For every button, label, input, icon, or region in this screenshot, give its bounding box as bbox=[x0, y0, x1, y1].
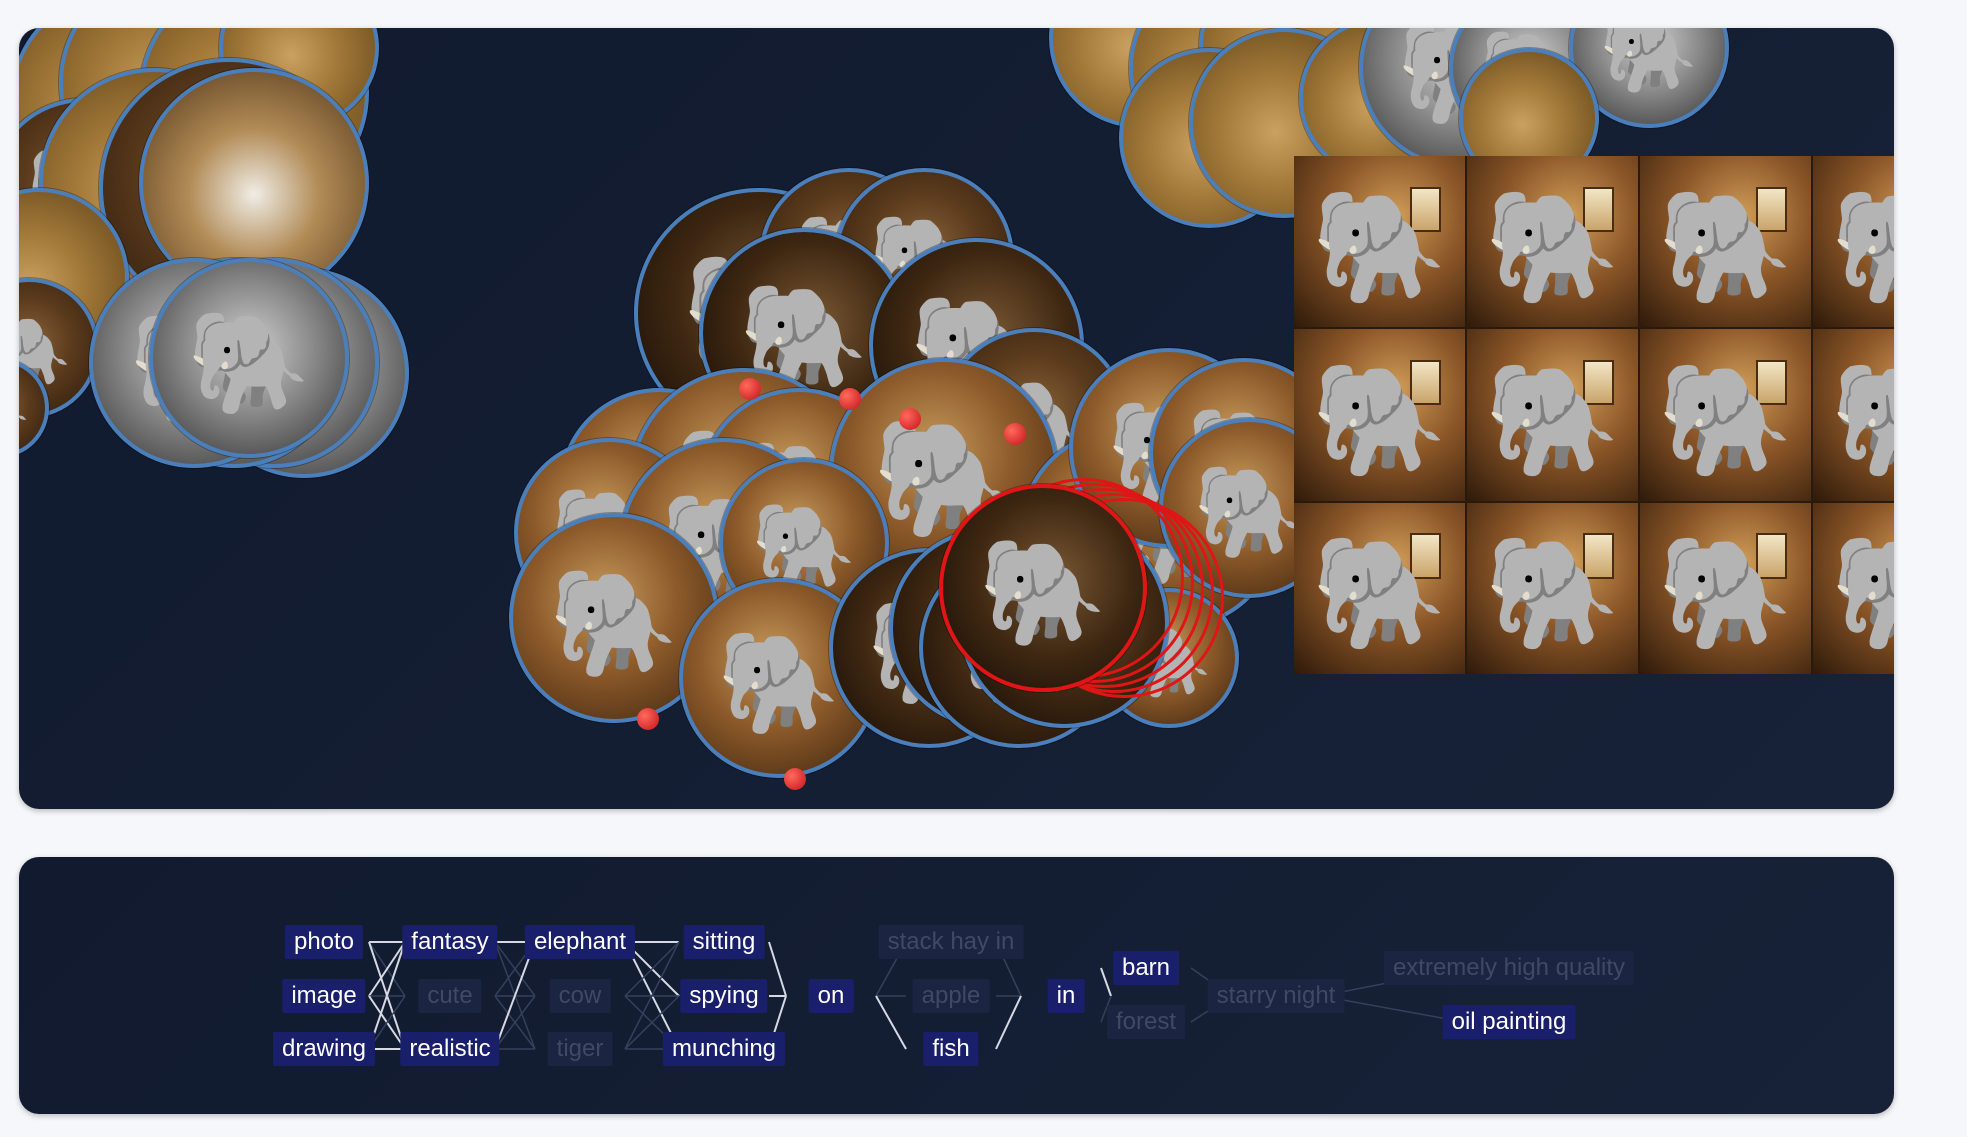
apple-icon bbox=[739, 378, 761, 400]
prompt-word[interactable]: image bbox=[282, 979, 366, 1013]
barn-window bbox=[1755, 186, 1788, 232]
elephant-icon: 🐘 bbox=[1484, 185, 1621, 309]
grid-image[interactable]: 🐘 bbox=[1640, 329, 1811, 501]
grid-image[interactable]: 🐘 bbox=[1294, 502, 1465, 674]
prompt-word[interactable]: realistic bbox=[400, 1032, 500, 1066]
prompt-word[interactable]: cute bbox=[418, 979, 482, 1013]
prompt-word[interactable]: spying bbox=[680, 979, 768, 1013]
prompt-word[interactable]: sitting bbox=[683, 925, 765, 959]
graph-edge bbox=[624, 995, 680, 1050]
prompt-word[interactable]: starry night bbox=[1207, 979, 1345, 1013]
elephant-icon: 🐘 bbox=[978, 535, 1108, 652]
grid-image[interactable]: 🐘 bbox=[1640, 156, 1811, 328]
elephant-icon: 🐘 bbox=[751, 499, 857, 595]
prompt-word[interactable]: cow bbox=[549, 979, 611, 1013]
prompt-word[interactable]: barn bbox=[1112, 951, 1180, 985]
elephant-icon: 🐘 bbox=[1830, 538, 1894, 649]
grid-image[interactable]: 🐘 bbox=[1813, 156, 1894, 328]
grid-image[interactable]: 🐘 bbox=[1294, 156, 1465, 328]
elephant-icon: 🐘 bbox=[1311, 185, 1448, 309]
elephant-icon: 🐘 bbox=[1657, 358, 1794, 482]
elephant-icon: 🐘 bbox=[1657, 531, 1794, 655]
grid-image[interactable]: 🐘 bbox=[1467, 502, 1638, 674]
prompt-word[interactable]: in bbox=[1047, 979, 1085, 1013]
prompt-word[interactable]: munching bbox=[662, 1032, 786, 1066]
barn-window bbox=[1582, 360, 1615, 406]
prompt-word[interactable]: tiger bbox=[547, 1032, 613, 1066]
image-canvas[interactable]: 🐘🐘🐘🐘🐘🐘🐘🐘🐘🐘🐘🐘🐘🐘🐘🐘🐘🐘🐘🐘🐘🐘🐘🐘🐘🐘🐘🐘🐘🐘🐘🐘🐘🐘🐘🐘🐘🐘🐘 … bbox=[19, 28, 1894, 809]
prompt-word[interactable]: drawing bbox=[272, 1032, 376, 1066]
elephant-icon: 🐘 bbox=[1657, 185, 1794, 309]
elephant-icon: 🐘 bbox=[19, 386, 30, 436]
graph-edge bbox=[875, 995, 907, 1050]
image-thumbnail[interactable]: 🐘 bbox=[149, 258, 349, 458]
prompt-word[interactable]: oil painting bbox=[1442, 1005, 1576, 1039]
grid-image[interactable]: 🐘 bbox=[1813, 329, 1894, 501]
image-thumbnail[interactable]: 🐘 bbox=[509, 513, 719, 723]
prompt-word[interactable]: on bbox=[808, 979, 854, 1013]
prompt-graph-panel: photo image drawing fantasy cute realistic ele… bbox=[19, 857, 1894, 1114]
elephant-icon: 🐘 bbox=[186, 307, 312, 419]
elephant-icon: 🐘 bbox=[1599, 28, 1699, 96]
elephant-icon: 🐘 bbox=[1311, 358, 1448, 482]
graph-edge bbox=[624, 941, 680, 1050]
grid-image[interactable]: 🐘 bbox=[1467, 156, 1638, 328]
prompt-word[interactable]: apple bbox=[912, 979, 990, 1013]
prompt-word[interactable]: elephant bbox=[524, 925, 636, 959]
grid-image[interactable]: 🐘 bbox=[1467, 329, 1638, 501]
graph-edge bbox=[1100, 995, 1112, 1023]
barn-window bbox=[1409, 533, 1442, 579]
graph-edge bbox=[624, 941, 680, 997]
barn-window bbox=[1582, 533, 1615, 579]
prompt-word[interactable]: fish bbox=[923, 1032, 979, 1066]
elephant-icon: 🐘 bbox=[1830, 365, 1894, 475]
elephant-icon: 🐘 bbox=[1192, 462, 1306, 563]
apple-icon bbox=[1004, 423, 1026, 445]
barn-window bbox=[1409, 360, 1442, 406]
barn-window bbox=[1755, 360, 1788, 406]
graph-edge bbox=[494, 941, 536, 1050]
graph-edge bbox=[368, 941, 406, 997]
apple-icon bbox=[784, 768, 806, 790]
graph-edge bbox=[1320, 995, 1465, 1023]
selected-thumbnail[interactable]: 🐘 bbox=[939, 484, 1147, 692]
grid-image[interactable]: 🐘 bbox=[1640, 502, 1811, 674]
barn-window bbox=[1755, 533, 1788, 579]
elephant-icon: 🐘 bbox=[548, 564, 680, 682]
barn-window bbox=[1582, 186, 1615, 232]
prompt-word[interactable]: stack hay in bbox=[878, 925, 1024, 959]
elephant-icon: 🐘 bbox=[716, 627, 842, 739]
elephant-icon: 🐘 bbox=[1311, 531, 1448, 655]
graph-edge bbox=[368, 941, 406, 1050]
graph-edge bbox=[368, 995, 406, 1050]
apple-icon bbox=[899, 408, 921, 430]
graph-edge bbox=[768, 941, 787, 997]
prompt-word[interactable]: forest bbox=[1106, 1005, 1186, 1039]
prompt-word[interactable]: extremely high quality bbox=[1383, 951, 1635, 985]
graph-edge bbox=[995, 995, 1022, 1050]
elephant-icon: 🐘 bbox=[1484, 531, 1621, 655]
image-grid-preview[interactable]: 🐘 🐘 🐘 🐘 🐘 🐘 🐘 🐘 🐘 🐘 🐘 🐘 bbox=[1294, 156, 1894, 674]
elephant-icon: 🐘 bbox=[1830, 192, 1894, 302]
graph-edge bbox=[1100, 967, 1112, 997]
barn-window bbox=[1409, 186, 1442, 232]
apple-icon bbox=[839, 388, 861, 410]
prompt-word[interactable]: fantasy bbox=[402, 925, 498, 959]
graph-edge bbox=[494, 995, 536, 1050]
elephant-icon: 🐘 bbox=[1484, 358, 1621, 482]
grid-image[interactable]: 🐘 bbox=[1294, 329, 1465, 501]
grid-image[interactable]: 🐘 bbox=[1813, 502, 1894, 674]
prompt-word[interactable]: photo bbox=[284, 925, 364, 959]
apple-icon bbox=[637, 708, 659, 730]
